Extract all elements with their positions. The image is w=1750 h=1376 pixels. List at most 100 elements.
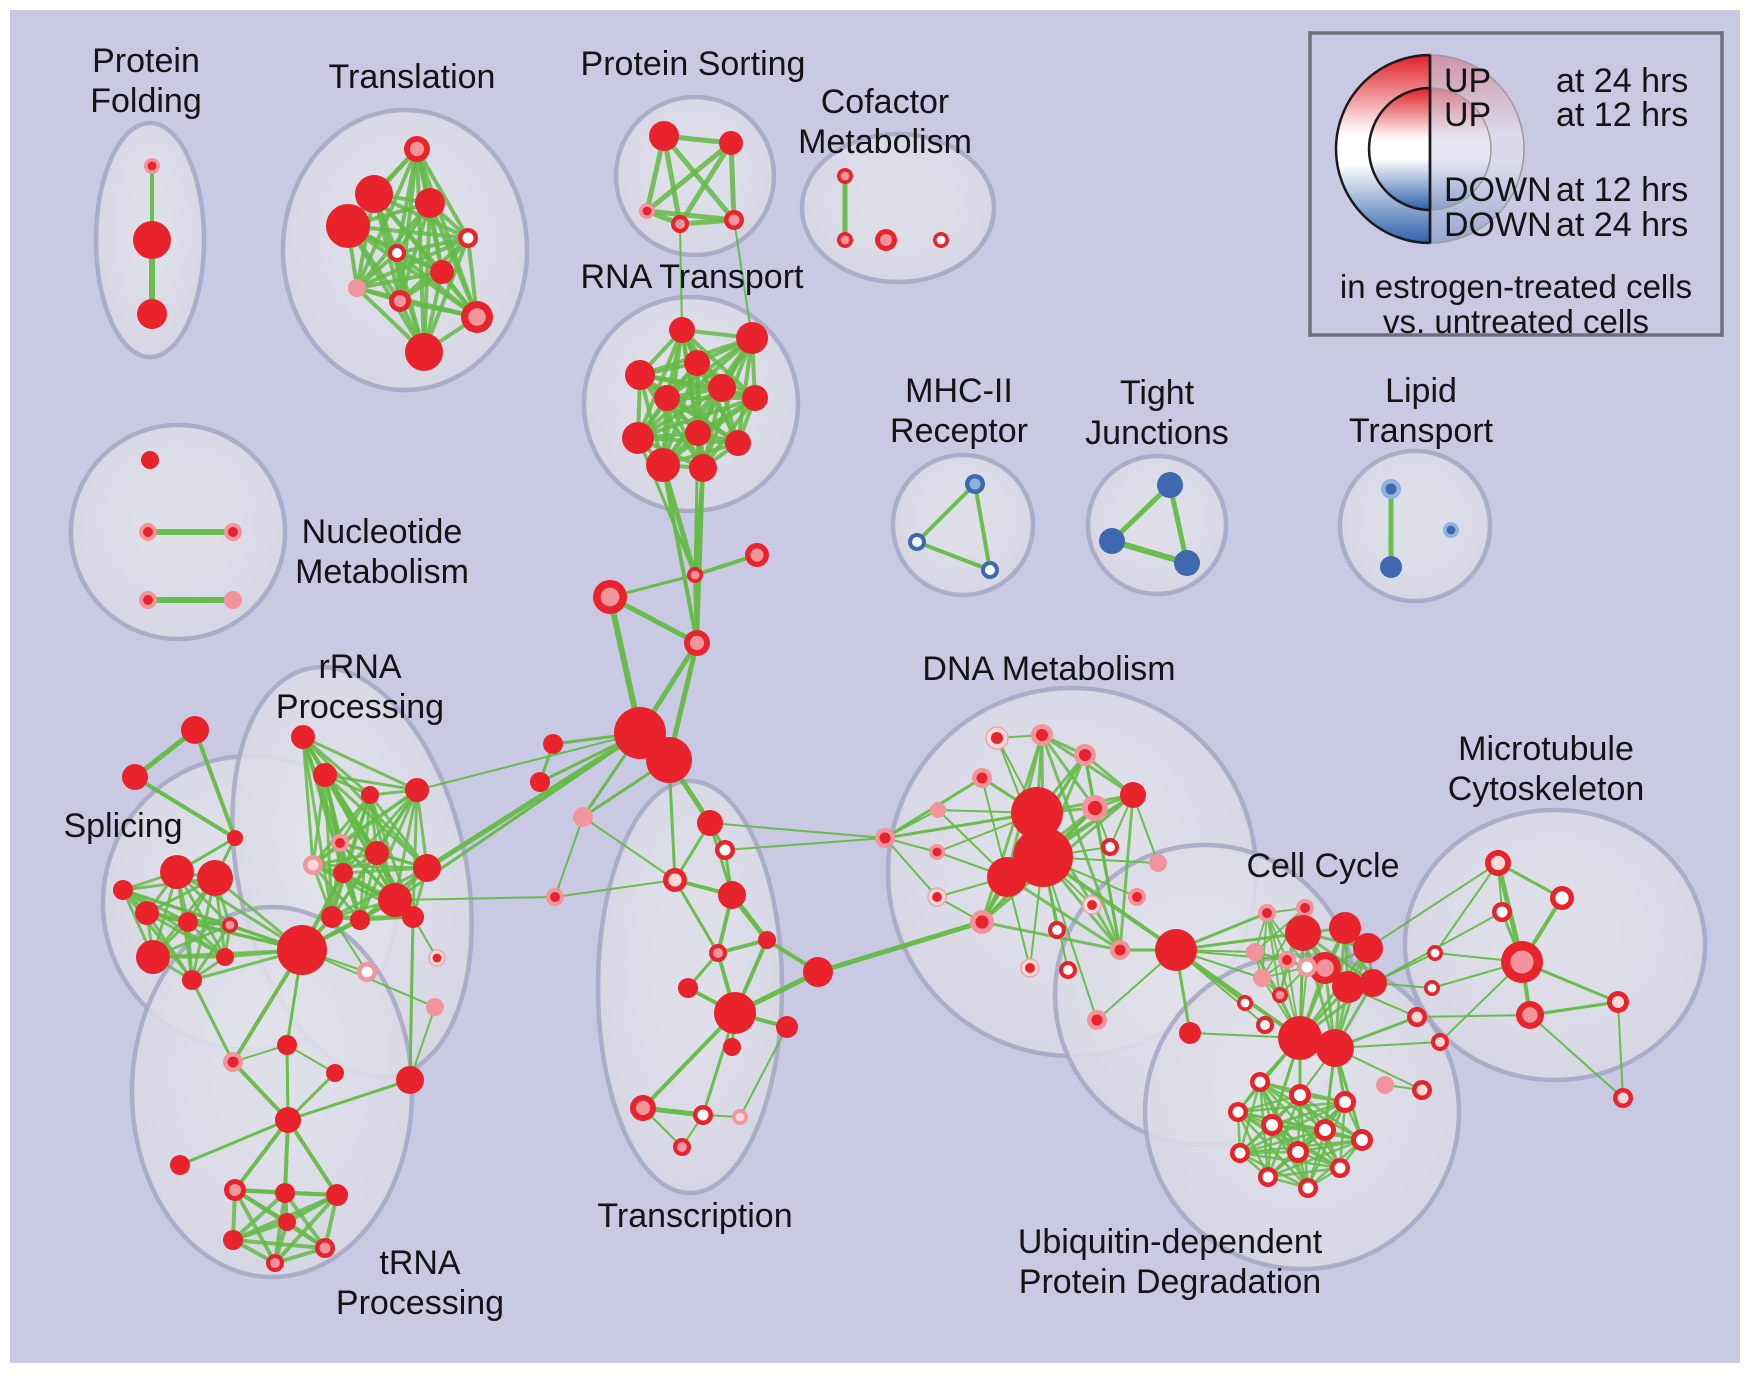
node-sp6 [136, 940, 170, 974]
node-dm9 [1013, 827, 1073, 887]
node-center-cc1 [1262, 908, 1272, 918]
node-layer [113, 121, 1633, 1272]
node-center-cc22 [1435, 1037, 1445, 1047]
node-tb4 [223, 1230, 243, 1250]
node-spt1 [181, 716, 209, 744]
node-rt6 [708, 374, 736, 402]
node-center-ps3 [642, 206, 652, 216]
node-tn3 [326, 1064, 344, 1082]
node-rt12 [689, 454, 717, 482]
cluster-label-tight-junctions: Tight [1120, 374, 1195, 412]
edge [1174, 948, 1302, 1040]
node-tr8 [803, 957, 833, 987]
node-rr9 [321, 906, 343, 928]
node-tn4 [396, 1066, 424, 1094]
cluster-label-ubiquitin-dependent-protein-degradation: Protein Degradation [1019, 1263, 1321, 1301]
node-rt7 [742, 385, 768, 411]
node-center-m2 [1555, 891, 1569, 905]
node-center-dm18 [1087, 900, 1097, 910]
node-dm26 [1179, 1022, 1201, 1044]
node-center-cc11 [1301, 961, 1313, 973]
edge [145, 911, 194, 982]
node-center-ch4 [689, 635, 705, 651]
node-center-mh2 [912, 537, 922, 547]
node-center-u5 [1265, 1118, 1279, 1132]
edge [394, 896, 556, 901]
cluster-label-protein-folding: Protein [92, 42, 200, 80]
node-dm8 [1011, 787, 1063, 839]
node-center-t9 [393, 294, 407, 308]
cluster-label-microtubule-cytoskeleton: Cytoskeleton [1448, 770, 1645, 808]
node-rr2 [361, 786, 379, 804]
node-rrp4 [426, 998, 444, 1016]
edge [554, 816, 584, 898]
edge [1367, 862, 1499, 949]
node-t3 [415, 188, 445, 218]
edge [636, 328, 684, 440]
node-center-t1 [409, 141, 425, 157]
cluster-label-cofactor-metabolism: Metabolism [798, 123, 972, 161]
edge [341, 866, 429, 875]
node-tb2 [275, 1183, 295, 1203]
edge [673, 878, 720, 955]
node-hub2 [646, 737, 692, 783]
node-center-cc6 [1316, 959, 1334, 977]
node-sp1 [160, 855, 194, 889]
edge [133, 775, 237, 840]
edge [355, 147, 419, 290]
node-tr7 [678, 978, 698, 998]
cluster-label-lipid-transport: Transport [1349, 412, 1494, 450]
node-t7 [430, 260, 454, 284]
node-center-nm3 [228, 527, 238, 537]
node-tn6 [170, 1155, 190, 1175]
node-center-dm17 [975, 915, 989, 929]
node-center-cc21 [1411, 1011, 1423, 1023]
edge [283, 1191, 327, 1250]
node-center-dm13 [1105, 842, 1115, 852]
cluster-label-rna-transport: RNA Transport [581, 258, 805, 296]
edge [1040, 733, 1097, 810]
cluster-bubble-tight-junctions [1085, 453, 1229, 597]
node-center-cm3 [879, 233, 893, 247]
node-center-dm20 [1025, 963, 1035, 973]
node-ps2 [719, 131, 743, 155]
cluster-label-nucleotide-metabolism: Metabolism [295, 553, 469, 591]
node-center-sp5 [225, 920, 235, 930]
cluster-bubble-mhc-ii-receptor [890, 452, 1036, 598]
node-center-cc2 [1300, 903, 1310, 913]
node-center-u10 [1334, 1162, 1346, 1174]
edge [355, 270, 444, 290]
edge [346, 224, 426, 354]
edge [395, 251, 479, 319]
node-center-t10 [468, 308, 486, 326]
edge [422, 236, 470, 354]
edge [190, 978, 235, 1064]
node-center-mh3 [985, 565, 995, 575]
node-rr8 [378, 883, 412, 917]
cluster-label-trna-processing: tRNA [379, 1244, 461, 1282]
cluster-label-protein-sorting: Protein Sorting [581, 45, 806, 83]
node-spt3 [227, 830, 243, 846]
legend-inner-ring-right [1429, 87, 1492, 211]
node-tr5 [758, 931, 776, 949]
node-center-dm2 [1035, 728, 1049, 742]
node-center-dm16 [932, 892, 942, 902]
node-cc9 [1246, 943, 1264, 961]
edge [301, 735, 419, 792]
node-rt5 [654, 385, 680, 411]
edge [1238, 1128, 1327, 1155]
node-rr6 [365, 841, 389, 865]
node-nm5 [224, 591, 242, 609]
edge [915, 482, 977, 544]
node-tb7 [278, 1213, 296, 1231]
legend-row-down12-time: at 12 hrs [1556, 171, 1688, 209]
edge [728, 140, 737, 223]
node-sp2 [197, 860, 233, 896]
edge [311, 863, 429, 870]
cluster-label-lipid-transport: Lipid [1385, 372, 1457, 410]
cluster-label-ubiquitin-dependent-protein-degradation: Ubiquitin-dependent [1018, 1223, 1323, 1261]
node-rt1 [669, 317, 695, 343]
cluster-label-trna-processing: Processing [336, 1284, 504, 1322]
node-center-mh1 [969, 478, 981, 490]
node-center-dm4 [976, 772, 988, 784]
